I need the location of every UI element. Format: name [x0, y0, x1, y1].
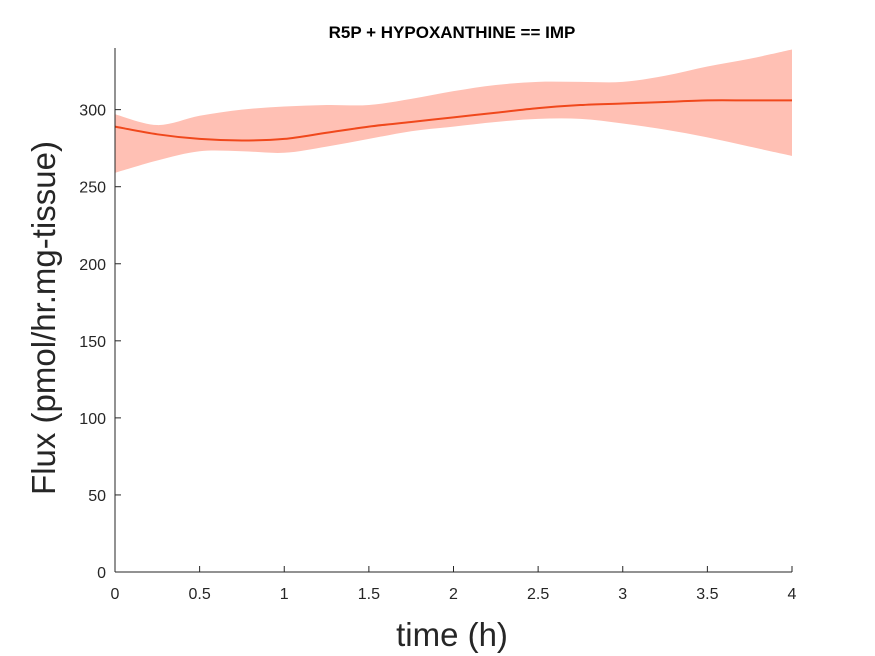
x-tick-label: 3 — [618, 586, 627, 603]
x-tick-label: 0.5 — [189, 586, 211, 603]
y-tick-label: 100 — [79, 411, 106, 428]
y-axis-label: Flux (pmol/hr.mg-tissue) — [25, 141, 62, 495]
plot-area: 0 0.5 1 1.5 2 2.5 3 3.5 4 0 50 100 150 200 250 300 — [79, 48, 797, 603]
mean-flux-line — [114, 99, 792, 142]
confidence-band — [115, 49, 792, 173]
y-tick-label: 300 — [79, 103, 106, 120]
x-tick-label: 3.5 — [696, 586, 718, 603]
y-axis-ticks: 0 50 100 150 200 250 300 — [79, 103, 121, 582]
x-tick-label: 4 — [788, 586, 797, 603]
y-tick-label: 150 — [79, 334, 106, 351]
y-tick-label: 250 — [79, 180, 106, 197]
y-tick-label: 0 — [97, 565, 106, 582]
mean-line-layer — [114, 99, 792, 142]
confidence-band-layer — [115, 49, 792, 173]
x-axis-label: time (h) — [396, 616, 508, 653]
x-tick-label: 0 — [111, 586, 120, 603]
x-tick-label: 2 — [449, 586, 458, 603]
y-tick-label: 200 — [79, 257, 106, 274]
y-tick-label: 50 — [88, 488, 106, 505]
x-axis-ticks: 0 0.5 1 1.5 2 2.5 3 3.5 4 — [111, 566, 797, 603]
x-tick-label: 1.5 — [358, 586, 380, 603]
chart-title: R5P + HYPOXANTHINE == IMP — [329, 23, 576, 42]
x-tick-label: 1 — [280, 586, 289, 603]
x-tick-label: 2.5 — [527, 586, 549, 603]
